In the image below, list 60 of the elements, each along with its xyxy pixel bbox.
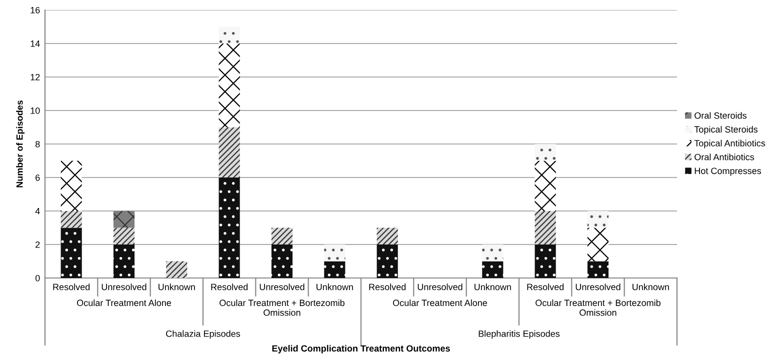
bar [534, 144, 556, 161]
x-tick-label: Unresolved [102, 284, 146, 290]
text: Ocular Treatment + Bortezomib Omission [536, 299, 660, 316]
legend-label: Oral Steroids [694, 112, 747, 119]
bar [482, 261, 504, 278]
y-axis-title: Number of Episodes [16, 100, 25, 188]
bar [587, 261, 609, 278]
bar [534, 244, 556, 278]
y-tick-label: 8 [36, 140, 40, 148]
bar [324, 261, 346, 278]
bar [113, 211, 135, 228]
x-tick-label: Unknown [632, 284, 669, 290]
text: Ocular Treatment Alone [393, 299, 488, 306]
bar [60, 228, 82, 278]
bar [218, 127, 240, 178]
x-tick-label: Unresolved [576, 284, 620, 290]
bar [534, 211, 556, 244]
text: Eyelid Complication Treatment Outcomes [272, 345, 450, 354]
bar [218, 26, 240, 44]
x-tick-label: Resolved [53, 284, 90, 290]
legend-label: Topical Antibiotics [694, 140, 766, 148]
bar [166, 261, 188, 278]
y-tick-label: 0 [35, 274, 40, 282]
bar [113, 244, 135, 278]
x-tick-label: Unresolved [260, 284, 304, 290]
bar [113, 228, 135, 244]
x-tick-label: Unknown [158, 284, 195, 290]
legend-label: Hot Compresses [694, 168, 762, 176]
y-tick-label: 14 [30, 40, 40, 47]
text: Ocular Treatment Alone [77, 299, 172, 306]
y-tick-label: 16 [30, 6, 40, 14]
bar [534, 160, 556, 211]
bar [60, 211, 82, 228]
bar [218, 178, 240, 278]
text: Blepharitis Episodes [478, 330, 560, 339]
bar [376, 244, 398, 278]
y-tick-label: 4 [35, 208, 40, 214]
bar [60, 160, 82, 211]
x-tick-label: Resolved [211, 284, 248, 290]
y-tick-label: 12 [30, 74, 40, 80]
bar [587, 211, 609, 228]
bar [482, 244, 504, 262]
y-tick-label: 10 [30, 107, 40, 114]
bar [218, 44, 240, 128]
x-tick-label: Unknown [474, 284, 511, 290]
bar [271, 228, 293, 244]
legend-label: Oral Antibiotics [694, 154, 754, 160]
bar [271, 244, 293, 278]
y-tick-label: 6 [36, 174, 40, 181]
x-tick-label: Resolved [527, 284, 564, 290]
x-tick-label: Unknown [316, 284, 353, 290]
bar [587, 228, 609, 262]
bar [376, 228, 398, 244]
bar [324, 244, 346, 262]
x-tick-label: Unresolved [418, 284, 462, 290]
text: Ocular Treatment + Bortezomib Omission [220, 299, 344, 316]
y-tick-label: 2 [36, 241, 40, 248]
x-tick-label: Resolved [369, 284, 406, 290]
text: Chalazia Episodes [166, 330, 240, 339]
legend-label: Topical Steroids [694, 126, 758, 134]
